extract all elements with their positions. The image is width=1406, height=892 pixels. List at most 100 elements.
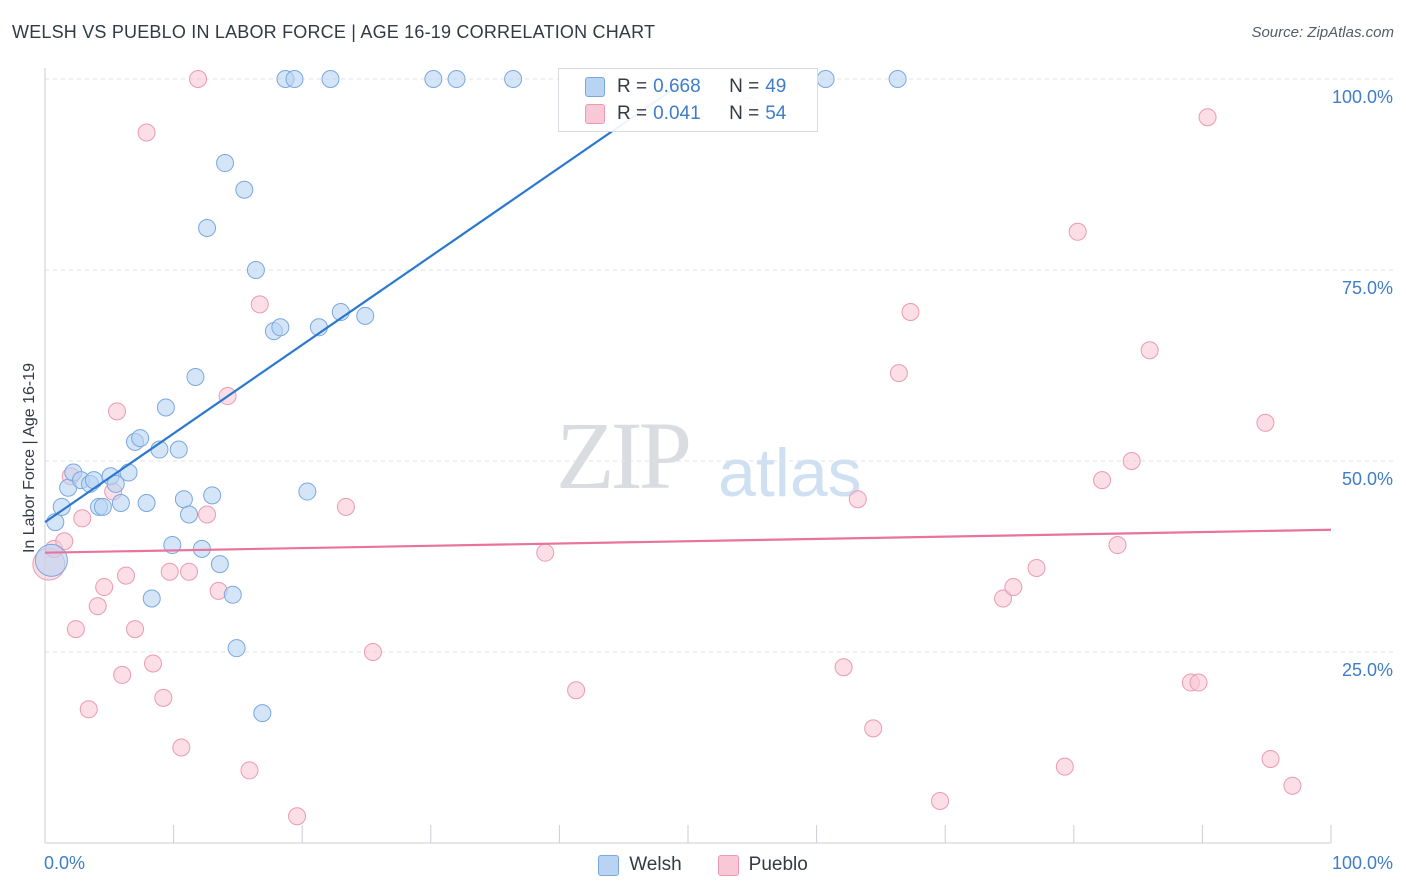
welsh-point — [34, 543, 68, 577]
welsh-point — [210, 555, 229, 574]
welsh-point — [84, 471, 103, 490]
series-legend-welsh[interactable]: Welsh — [598, 854, 682, 876]
welsh-point — [271, 318, 290, 337]
welsh-point — [119, 463, 138, 482]
pueblo-point — [88, 597, 107, 616]
welsh-point — [106, 474, 125, 493]
welsh-point — [142, 589, 161, 608]
welsh-point — [356, 306, 375, 325]
series-label-welsh: Welsh — [629, 854, 682, 875]
welsh-point — [174, 490, 193, 509]
pueblo-point — [198, 505, 217, 524]
welsh-point — [298, 482, 317, 501]
pueblo-point — [901, 303, 920, 322]
welsh-trend-line — [44, 78, 689, 524]
pueblo-point — [79, 700, 98, 719]
y-tick-label: 50.0% — [1342, 469, 1393, 489]
welsh-point — [246, 261, 265, 279]
welsh-point — [235, 180, 254, 199]
pueblo-point — [1189, 673, 1208, 692]
welsh-point — [321, 70, 340, 88]
legend-r-label: R = — [617, 76, 648, 97]
pueblo-point — [889, 364, 908, 383]
pueblo-point — [172, 738, 191, 757]
series-legend-pueblo[interactable]: Pueblo — [717, 854, 808, 876]
watermark-zip: ZIP — [556, 402, 692, 509]
pueblo-point — [180, 562, 199, 581]
pueblo-point — [73, 509, 92, 528]
welsh-point — [424, 70, 443, 88]
legend-row-pueblo: R = 0.041 N = 54 — [585, 101, 786, 127]
pueblo-point — [1198, 108, 1217, 127]
welsh-point — [285, 70, 304, 88]
x-tick-label-left: 0.0% — [44, 853, 85, 873]
welsh-point — [156, 398, 175, 417]
pueblo-point — [1283, 776, 1302, 795]
welsh-point — [504, 70, 523, 88]
pueblo-point — [117, 566, 136, 585]
pueblo-point — [336, 497, 355, 516]
pueblo-point — [848, 490, 867, 509]
legend-n-label: N = — [729, 103, 760, 124]
y-tick-label: 25.0% — [1342, 660, 1393, 680]
pueblo-point — [1068, 222, 1087, 241]
welsh-point — [131, 429, 150, 448]
welsh-point — [52, 497, 71, 516]
pueblo-point — [1055, 757, 1074, 776]
pueblo-point — [154, 688, 173, 707]
welsh-point — [137, 494, 156, 513]
pueblo-point — [864, 719, 883, 738]
pueblo-point — [137, 123, 156, 142]
y-tick-label: 100.0% — [1332, 87, 1393, 107]
pueblo-point — [1256, 413, 1275, 432]
pueblo-points — [32, 70, 1302, 826]
legend-n-value-welsh: 49 — [765, 76, 787, 97]
pueblo-point — [994, 589, 1013, 608]
welsh-point — [180, 505, 199, 524]
pueblo-point — [834, 658, 853, 677]
pueblo-point — [1093, 471, 1112, 490]
legend-row-welsh: R = 0.668 N = 49 — [585, 74, 786, 100]
chart-source: Source: ZipAtlas.com — [1251, 24, 1394, 41]
welsh-point — [186, 367, 205, 386]
welsh-points — [34, 70, 907, 723]
pueblo-point — [931, 791, 950, 810]
pueblo-point — [1004, 578, 1023, 597]
pueblo-point — [363, 643, 382, 661]
legend-r-value-welsh: 0.668 — [653, 76, 701, 97]
welsh-point — [203, 486, 222, 505]
pueblo-point — [1140, 341, 1159, 360]
pueblo-point — [144, 654, 163, 673]
welsh-point — [198, 218, 217, 237]
pueblo-point — [250, 295, 269, 314]
legend-swatch-welsh — [585, 77, 605, 97]
pueblo-point — [1027, 558, 1046, 577]
pueblo-point — [108, 402, 127, 421]
pueblo-point — [55, 532, 74, 551]
correlation-legend: R = 0.668 N = 49 R = 0.041 N = 54 — [558, 68, 818, 132]
label-layer: 25.0% 50.0% 75.0% 100.0% 0.0% 100.0% — [44, 87, 1393, 873]
welsh-point — [227, 639, 246, 658]
pueblo-point — [288, 807, 307, 826]
grid-layer — [45, 78, 1393, 653]
welsh-point — [169, 440, 188, 459]
pueblo-point — [126, 620, 145, 639]
pueblo-point — [160, 562, 179, 581]
pueblo-point — [1122, 452, 1141, 470]
legend-r-label: R = — [617, 103, 648, 124]
pueblo-point — [1108, 536, 1127, 555]
pueblo-point — [95, 578, 114, 597]
x-tick-label-right: 100.0% — [1332, 853, 1393, 873]
welsh-point — [816, 70, 835, 88]
trend-layer — [44, 78, 1332, 554]
pueblo-point — [113, 665, 132, 684]
pueblo-point — [1261, 749, 1280, 768]
y-axis-title: In Labor Force | Age 16-19 — [21, 362, 38, 554]
legend-n-label: N = — [729, 76, 760, 97]
y-tick-label: 75.0% — [1342, 278, 1393, 298]
pueblo-point — [536, 543, 555, 562]
series-legend: Welsh Pueblo — [0, 852, 1406, 878]
welsh-point — [223, 585, 242, 604]
legend-n-value-pueblo: 54 — [765, 103, 787, 124]
